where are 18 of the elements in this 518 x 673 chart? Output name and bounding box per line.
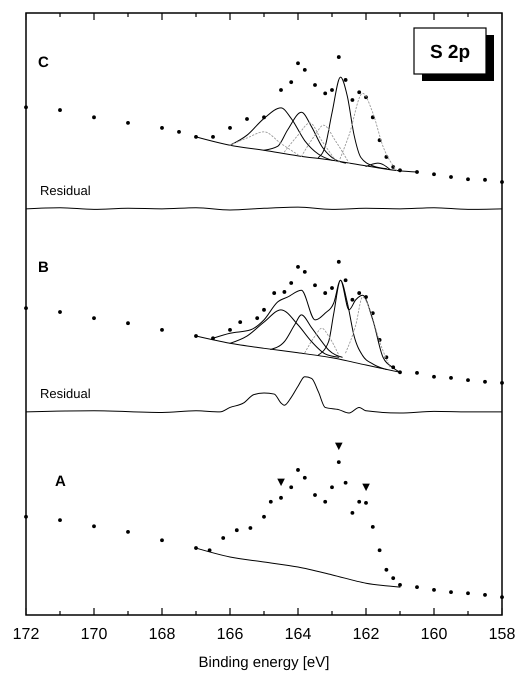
- annotation: C: [38, 54, 49, 71]
- annotation: ▼: [332, 438, 346, 454]
- annotation: A: [55, 473, 66, 490]
- x-tick-label: 164: [284, 626, 312, 643]
- x-tick-label: 168: [148, 626, 176, 643]
- annotation: ▼: [274, 474, 288, 489]
- x-tick-label: 162: [352, 626, 380, 643]
- x-tick-label: 158: [488, 626, 516, 643]
- chart-title: S 2p: [430, 42, 470, 63]
- x-tick-label: 170: [80, 626, 108, 643]
- annotation: ▼: [360, 478, 372, 494]
- annotation: Residual: [40, 386, 91, 401]
- x-tick-label: 160: [420, 626, 448, 643]
- x-axis-title: Binding energy [eV]: [198, 654, 330, 671]
- x-tick-label: 172: [12, 626, 40, 643]
- annotation: Residual: [40, 183, 91, 198]
- x-tick-label: 166: [216, 626, 244, 643]
- annotation: B: [38, 259, 49, 276]
